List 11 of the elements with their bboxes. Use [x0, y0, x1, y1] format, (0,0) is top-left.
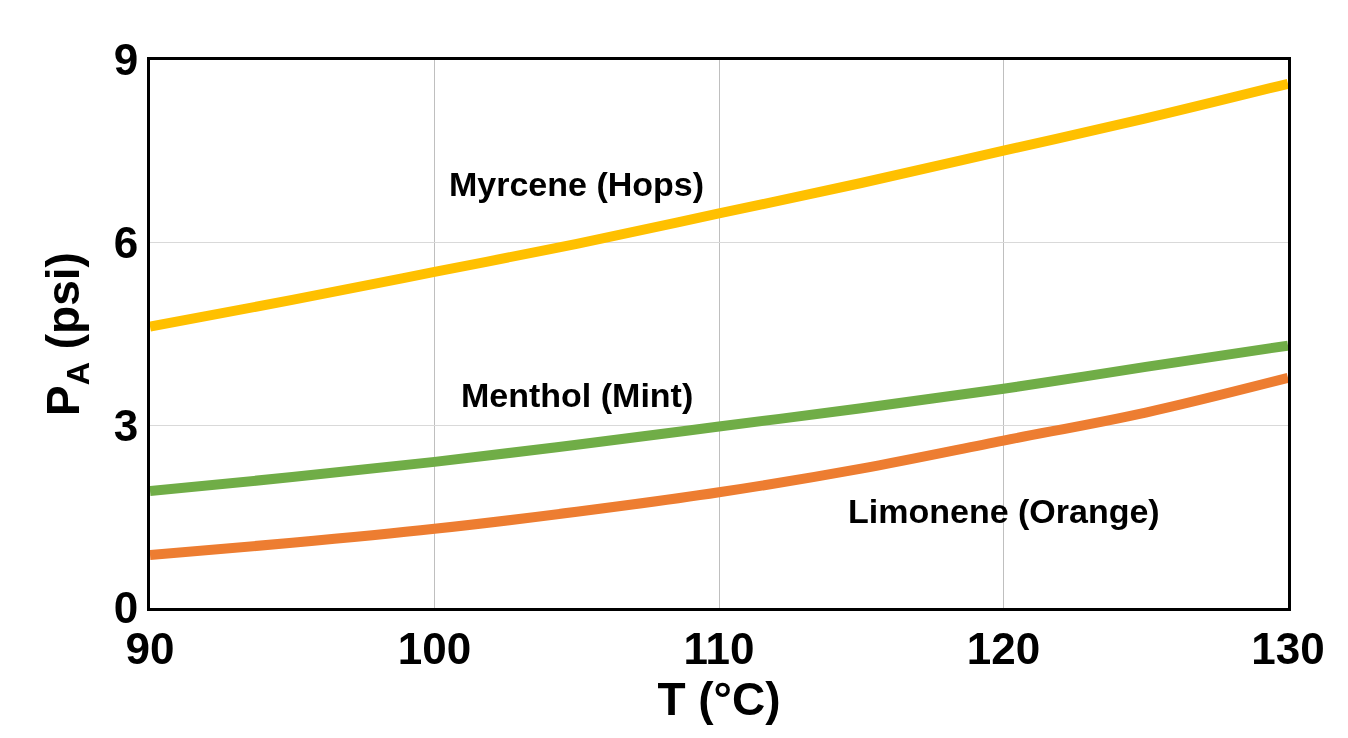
series-label: Menthol (Mint) [461, 376, 694, 414]
series-label: Limonene (Orange) [848, 492, 1160, 530]
series-label: Myrcene (Hops) [449, 165, 705, 203]
x-tick-label: 120 [966, 623, 1041, 673]
y-tick-label: 9 [113, 35, 139, 85]
x-tick-label: 130 [1251, 623, 1325, 673]
y-tick-label: 3 [113, 400, 139, 450]
y-tick-label: 6 [113, 218, 139, 268]
x-axis-title: T (°C) [657, 672, 781, 725]
x-tick-label: 110 [683, 623, 755, 673]
x-tick-label: 100 [397, 623, 472, 673]
